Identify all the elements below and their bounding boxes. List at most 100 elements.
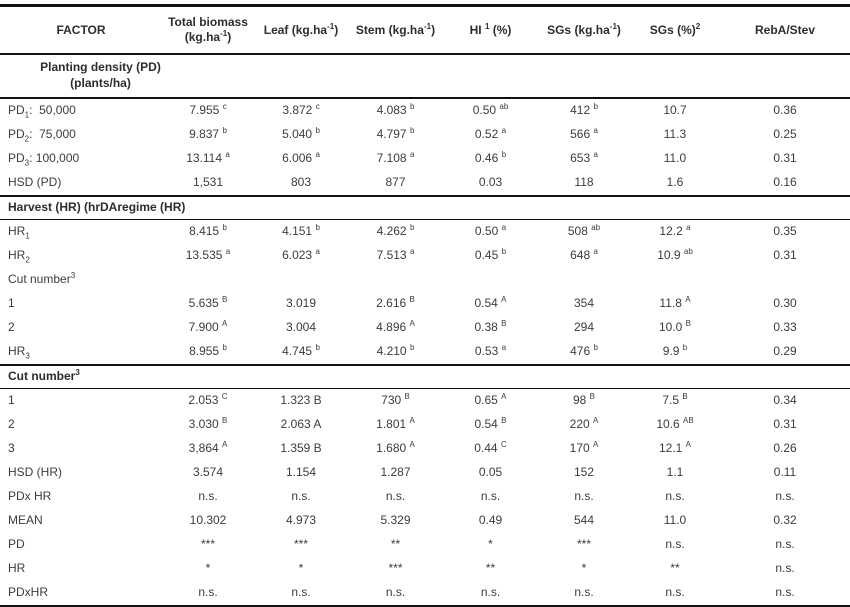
table-row: HR * * *** ** * ** n.s.: [0, 557, 850, 581]
cell: 877: [385, 175, 406, 190]
row-label: PD: [8, 537, 25, 552]
cell: 8.415 b: [189, 223, 227, 239]
column-header: SGs (kg.ha-1): [547, 21, 621, 37]
cell: 4.083 b: [376, 102, 415, 118]
cell: 3,864 A: [188, 440, 228, 456]
cell: 354: [573, 296, 595, 311]
cell: 5.329: [380, 513, 411, 528]
table-row: PDx HR n.s. n.s. n.s. n.s. n.s. n.s. n.s.: [0, 485, 850, 509]
table-row: PDxHR n.s. n.s. n.s. n.s. n.s. n.s. n.s.: [0, 581, 850, 607]
cell: n.s.: [665, 489, 685, 504]
cell: 10.302: [189, 513, 227, 528]
cell: 170 A: [569, 440, 599, 456]
cell: 4.262 b: [376, 223, 415, 239]
cell: 12.2 a: [659, 223, 691, 239]
cell: 730 B: [381, 392, 410, 408]
cell: 544: [573, 513, 595, 528]
cell: **: [485, 561, 496, 576]
cell: 648 a: [570, 247, 598, 263]
cell: 1.801 A: [376, 416, 415, 432]
table-row: 1 2.053 C 1.323 B 730 B 0.65 A 98 B 7.5 B 0.34: [0, 389, 850, 414]
table-row: HSD (HR) 3.574 1.154 1.287 0.05 152 1.1 0.11: [0, 461, 850, 485]
cell: 0.31: [773, 417, 797, 432]
row-label: 1: [8, 296, 15, 311]
column-header: SGs (%)2: [649, 21, 701, 37]
table-row: PD2: 75,000 9.837 b 5.040 b 4.797 b 0.52 a 56…: [0, 123, 850, 147]
cell: 0.49: [478, 513, 503, 528]
cell: 1.154: [285, 465, 317, 480]
cell: 566 a: [570, 126, 598, 142]
cell: 0.36: [773, 103, 797, 118]
cell: 0.25: [773, 127, 797, 142]
cell: 4.210 b: [376, 343, 415, 359]
cell: n.s.: [574, 489, 594, 504]
cell: n.s.: [775, 489, 795, 504]
section-header-row: Harvest (HR) (hrDAregime (HR): [0, 195, 850, 220]
cell: 0.30: [773, 296, 797, 311]
table-row: HSD (PD) 1,531 803 877 0.03 118 1.6 0.16: [0, 171, 850, 196]
column-header: FACTOR: [56, 22, 106, 37]
cell: 4.973: [285, 513, 317, 528]
cell: 2.053 C: [188, 392, 228, 408]
results-table: FACTOR Total biomass (kg.ha-1) Leaf (kg.ha…: [0, 4, 850, 607]
cell: 3.030 B: [188, 416, 228, 432]
cell: 653 a: [570, 150, 598, 166]
cell: 118: [574, 175, 594, 190]
cell: n.s.: [775, 537, 795, 552]
cell: 1.323 B: [280, 393, 322, 408]
row-label: HR: [8, 561, 26, 576]
cell: n.s.: [775, 561, 795, 576]
section-header-row: Cut number3: [0, 364, 850, 389]
cell: 3.872 c: [282, 102, 320, 118]
cell: 3.574: [192, 465, 224, 480]
cell: n.s.: [480, 585, 501, 600]
cell: 0.05: [478, 465, 503, 480]
cell: n.s.: [198, 489, 218, 504]
cell: 7.5 B: [662, 392, 688, 408]
cell: 0.31: [773, 151, 797, 166]
cell: *: [488, 537, 493, 552]
row-label: PDxHR: [8, 585, 49, 600]
cell: 152: [573, 465, 595, 480]
cell: 4.797 b: [376, 126, 415, 142]
row-label: HR2: [8, 248, 30, 265]
cell: 220 A: [569, 416, 599, 432]
cell: 7.513 a: [376, 247, 415, 263]
cell: 4.896 A: [376, 319, 415, 335]
cell: 0.46 b: [474, 150, 507, 166]
cell: 0.45 b: [474, 247, 507, 263]
cell: 11.0: [663, 513, 687, 528]
cell: 508 ab: [567, 223, 601, 239]
cell: **: [670, 561, 680, 576]
cell: ***: [576, 537, 591, 552]
table-row: HR3 8.955 b 4.745 b 4.210 b 0.53 a 476 b 9.9 b…: [0, 340, 850, 365]
cell: *: [581, 561, 587, 576]
cell: 0.53 a: [474, 343, 507, 359]
row-label: 3: [8, 441, 15, 456]
cell: 13.114 a: [186, 150, 230, 166]
cell: 803: [290, 175, 312, 190]
cell: 10.7: [663, 103, 687, 118]
cell: **: [390, 537, 401, 552]
cell: 2.616 B: [376, 295, 415, 311]
cell: 0.26: [773, 441, 797, 456]
row-label: 1: [8, 393, 15, 408]
cell: n.s.: [665, 585, 685, 600]
cell: *: [298, 561, 304, 576]
table-row: Cut number3: [0, 268, 850, 292]
cell: n.s.: [291, 585, 311, 600]
cell: 2.063 A: [280, 417, 322, 432]
cell: ***: [200, 537, 215, 552]
row-label: PD2: 75,000: [8, 127, 76, 144]
cell: 10.0 B: [658, 319, 692, 335]
cell: 1.287: [380, 465, 411, 480]
cell: 5.040 b: [282, 126, 320, 142]
cell: n.s.: [385, 489, 406, 504]
cell: ***: [388, 561, 403, 576]
cell: 7.955 c: [189, 102, 227, 118]
column-header: Total biomass (kg.ha-1): [168, 15, 248, 44]
cell: 7.108 a: [376, 150, 415, 166]
cell: 0.65 A: [474, 392, 507, 408]
row-label: 2: [8, 320, 15, 335]
cell: n.s.: [385, 585, 406, 600]
